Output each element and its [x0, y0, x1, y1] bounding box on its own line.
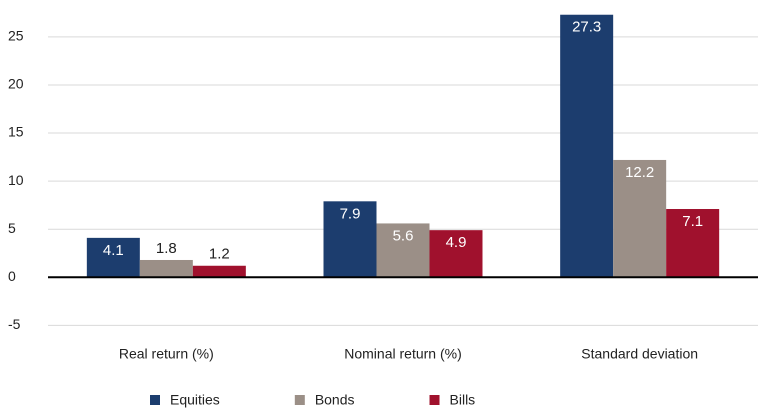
legend-swatch: [150, 395, 160, 405]
x-tick-label: Nominal return (%): [344, 346, 461, 362]
y-tick-label: -5: [8, 316, 21, 332]
data-label: 1.2: [209, 246, 230, 263]
data-label: 1.8: [156, 240, 177, 257]
bar: [376, 223, 430, 278]
data-label: 12.2: [625, 164, 654, 181]
x-tick-label: Real return (%): [119, 346, 214, 362]
bar: [613, 159, 667, 278]
legend-label: Bonds: [315, 392, 355, 408]
bar: [192, 265, 246, 278]
data-label: 4.1: [103, 242, 124, 259]
y-tick-label: 20: [8, 76, 24, 92]
legend-swatch: [429, 395, 440, 405]
bar: [86, 237, 140, 278]
bar: [666, 209, 720, 278]
bar: [323, 201, 377, 278]
y-tick-label: 10: [8, 172, 24, 188]
bar: [139, 259, 193, 278]
y-tick-label: 5: [8, 220, 16, 236]
y-tick-label: 15: [8, 124, 24, 140]
y-tick-label: 0: [8, 268, 16, 284]
x-tick-label: Standard deviation: [581, 346, 698, 362]
data-label: 4.9: [446, 234, 467, 251]
data-label: 7.9: [340, 205, 361, 222]
bar: [560, 14, 614, 278]
data-label: 27.3: [572, 19, 601, 36]
data-label: 7.1: [682, 213, 703, 230]
bar: [429, 230, 483, 278]
legend-swatch: [294, 395, 305, 405]
data-label: 5.6: [393, 227, 414, 244]
legend-label: Bills: [450, 392, 476, 408]
legend-label: Equities: [170, 392, 220, 408]
y-tick-label: 25: [8, 28, 24, 44]
